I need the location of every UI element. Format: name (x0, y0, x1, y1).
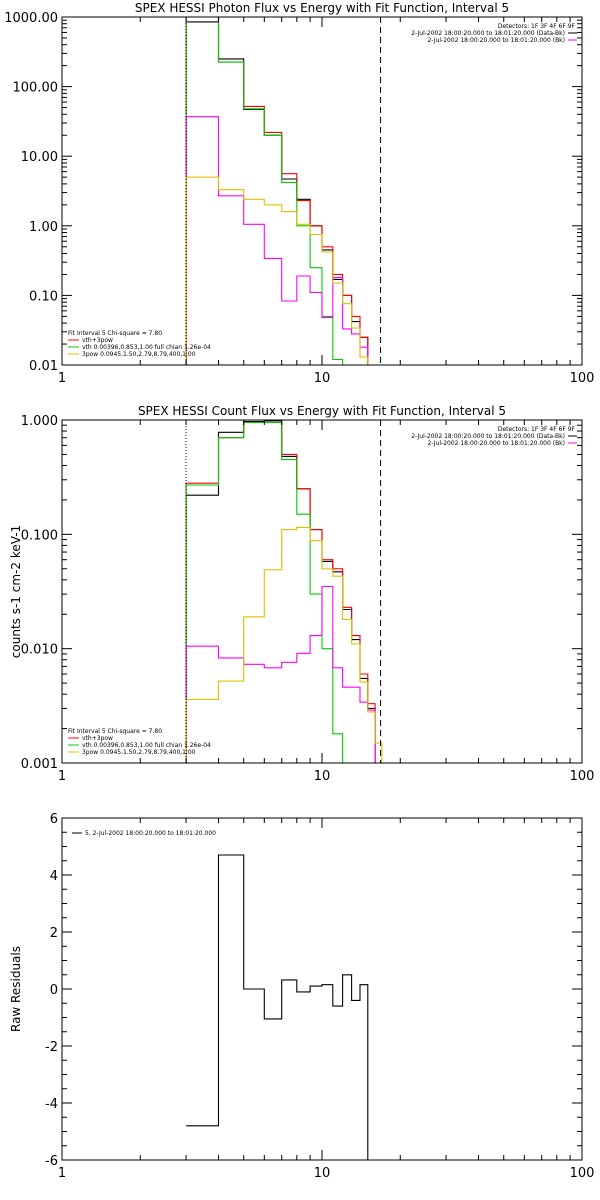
legend-top-right-item: Detectors: 1F 3F 4F 6F 9F (498, 23, 576, 30)
y-tick-label: 1.000 (21, 414, 58, 429)
y-tick-label: 0.10 (29, 289, 58, 304)
series-1-line (185, 21, 369, 365)
x-tick-label: 1 (58, 371, 66, 386)
series-2-line (185, 419, 376, 763)
series-4-line (185, 585, 376, 763)
series-4-line (185, 116, 369, 365)
y-tick-label: -6 (45, 1154, 58, 1169)
y-tick-label: 0.01 (29, 359, 58, 374)
legend-top-right-item: Detectors: 1F 3F 4F 6F 9F (498, 426, 576, 433)
y-tick-label: 10.00 (21, 150, 58, 165)
y-tick-label: 2 (50, 926, 58, 941)
x-tick-label: 1 (58, 1166, 66, 1181)
legend-bottom-left-item: 3pow 0.0945,1.50,2.79,8.79,400,1.00 (82, 351, 196, 358)
y-axis-label: Raw Residuals (9, 946, 23, 1032)
y-tick-label: -2 (45, 1040, 58, 1055)
y-tick-label: 100.00 (13, 81, 59, 96)
plot-frame (61, 817, 583, 1161)
x-tick-label: 10 (314, 371, 331, 386)
x-tick-label: 100 (570, 371, 595, 386)
chart-panel-3: Raw Residuals 1 10 100 -6 -4 -2 0 2 4 6 5, 2-Jul-20… (9, 812, 594, 1181)
legend-bottom-left-item: Fit Interval 5 Chi-square = 7.80 (68, 330, 162, 337)
legend-bottom-left-item: Fit Interval 5 Chi-square = 7.80 (68, 728, 162, 735)
x-tick-label: 100 (570, 1166, 595, 1181)
y-tick-label: 4 (50, 869, 58, 884)
chart-panel-1: SPEX HESSI Photon Flux vs Energy with Fi… (4, 1, 594, 386)
chart-panel-2: SPEX HESSI Count Flux vs Energy with Fit… (9, 404, 594, 784)
y-tick-label: 1000.00 (4, 11, 58, 26)
series-2-line (185, 16, 369, 365)
x-tick-label: 1 (58, 769, 66, 784)
legend-bottom-left-item: vth+3pow (82, 337, 113, 344)
y-tick-label: 6 (50, 812, 58, 827)
legend-top-right-item: 2-Jul-2002 18:00:20.000 to 18:01:20.000 … (427, 37, 565, 44)
y-axis-label: counts s-1 cm-2 keV-1 (9, 525, 23, 658)
x-tick-label: 10 (314, 1166, 331, 1181)
series-1-line (186, 854, 369, 1160)
y-tick-label: 1.00 (29, 220, 58, 235)
x-tick-label: 10 (314, 769, 331, 784)
legend-top-right-item: 2-Jul-2002 18:00:20.000 to 18:01:20.000 … (411, 30, 565, 37)
y-tick-label: 0.010 (21, 643, 58, 658)
series-3-line (185, 16, 352, 366)
series-5-line (185, 176, 376, 366)
y-tick-label: 0 (50, 983, 58, 998)
x-tick-label: 100 (570, 769, 595, 784)
legend-bottom-left-item: vth+3pow (82, 735, 113, 742)
chart-title: SPEX HESSI Photon Flux vs Energy with Fi… (135, 1, 509, 15)
legend-bottom-left-item: vth 0.00396,0.853,1.00 full chian 1.26e-… (82, 742, 211, 749)
legend-top-right-item: 2-Jul-2002 18:00:20.000 to 18:01:20.000 … (427, 440, 565, 447)
chart-title: SPEX HESSI Count Flux vs Energy with Fit… (138, 404, 506, 418)
legend-item: 5, 2-Jul-2002 18:00:20.000 to 18:01:20.0… (85, 830, 216, 837)
y-tick-label: 0.001 (21, 757, 58, 772)
series-5-line (185, 526, 383, 763)
legend-bottom-left-item: vth 0.00396,0.853,1.00 full chian 1.26e-… (82, 344, 211, 351)
legend-top-right-item: 2-Jul-2002 18:00:20.000 to 18:01:20.000 … (411, 433, 565, 440)
y-tick-label: -4 (45, 1097, 58, 1112)
legend-bottom-left-item: 3pow 0.0945,1.50,2.79,8.79,400,1.00 (82, 749, 196, 756)
series-1-line (185, 420, 376, 763)
y-tick-label: 0.100 (21, 528, 58, 543)
